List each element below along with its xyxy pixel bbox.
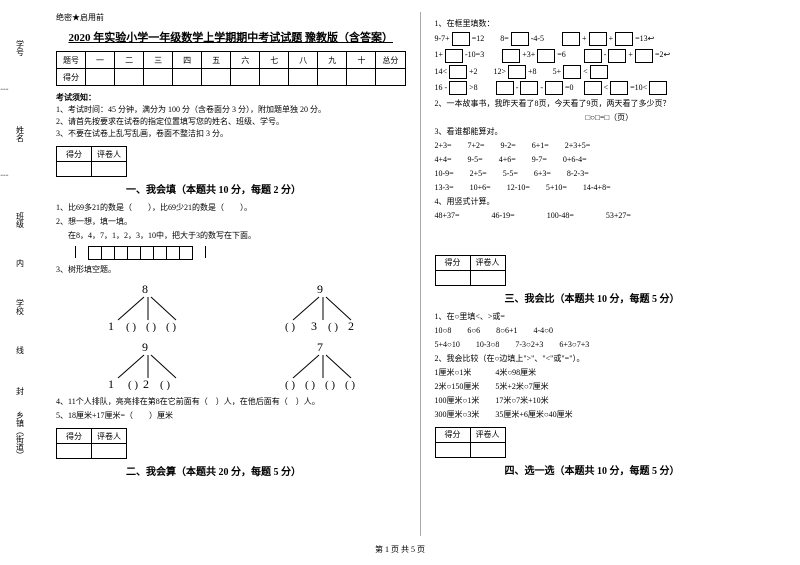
notice-heading: 考试须知：	[56, 92, 406, 104]
page: 学号 ┆ 姓名 ┆ 班级 内 学校 线 封 乡镇（街道） 绝密★启用前 2020…	[0, 0, 800, 540]
svg-text:1: 1	[108, 319, 114, 332]
s2q2a: □○□=□（页）	[435, 112, 785, 124]
s2q3: 3、看谁都能算对。	[435, 126, 785, 138]
q1: 1、比69多21的数是（ ），比69少21的数是（ ）。	[56, 202, 406, 214]
svg-text:( ): ( )	[128, 379, 138, 390]
tree-row: 8 1 ( ) ( ) ( ) 9 ( ) 3 ( ) 2	[56, 278, 406, 336]
eq-line: 16 ->8 --=0 <=10<	[435, 81, 785, 95]
binding-label: 班级	[15, 190, 26, 250]
notice-section: 考试须知： 1、考试时间：45 分钟，满分为 100 分（含卷面分 3 分），附…	[56, 92, 406, 140]
notice-item: 2、请首先按要求在试卷的指定位置填写您的姓名、班级、学号。	[56, 116, 406, 128]
tree-diagram: 9 ( ) 3 ( ) 2	[273, 282, 363, 332]
binding-margin: 学号 ┆ 姓名 ┆ 班级 内 学校 线 封 乡镇（街道）	[0, 0, 40, 540]
svg-text:( ): ( )	[328, 321, 338, 332]
s3q1: 1、在○里填<、>或=	[435, 311, 785, 323]
s2q2: 2、一本故事书，我昨天看了8页，今天看了9页，两天看了多少页？	[435, 98, 785, 110]
eq-line: 1+-10=3 +3+=6 -+=2↩	[435, 48, 785, 62]
cmp-row: 1厘米○1米 4米○98厘米	[435, 367, 785, 379]
calc-row: 2+3= 7+2= 9-2= 6+1= 2+3+5=	[435, 140, 785, 152]
cmp-row: 300厘米○3米 35厘米+6厘米○40厘米	[435, 409, 785, 421]
answer-boxes	[76, 246, 406, 260]
svg-text:( ): ( )	[166, 321, 176, 332]
page-footer: 第 1 页 共 5 页	[0, 540, 800, 559]
exam-title: 2020 年实验小学一年级数学上学期期中考试试题 豫教版（含答案）	[56, 29, 406, 45]
binding-mark: ┆	[0, 173, 8, 180]
tree-diagram: 8 1 ( ) ( ) ( )	[98, 282, 188, 332]
svg-text:8: 8	[142, 282, 148, 296]
binding-mark: ┆	[0, 87, 8, 94]
binding-label: 姓名	[15, 104, 26, 164]
s3q2: 2、我会比较（在○边填上">"、"<"或"="）。	[435, 353, 785, 365]
svg-text:( ): ( )	[345, 379, 355, 390]
tree-row: 9 1 ( ) 2 ( ) 7 ( ) ( ) ( ) ( )	[56, 336, 406, 394]
score-table: 题号一二三四五六七八九十总分 得分	[56, 51, 406, 86]
eq-line: 14<+2 12>+8 5+<	[435, 65, 785, 79]
section3-body: 1、在○里填<、>或= 10○8 6○6 8○6+1 4-4○0 5+4○10 …	[435, 311, 785, 421]
content-area: 绝密★启用前 2020 年实验小学一年级数学上学期期中考试试题 豫教版（含答案）…	[40, 0, 800, 540]
section3-title: 三、我会比（本题共 10 分，每题 5 分）	[505, 290, 785, 305]
notice-item: 3、不要在试卷上乱写乱画，卷面不整洁扣 3 分。	[56, 128, 406, 140]
s2q4: 4、用竖式计算。	[435, 196, 785, 208]
binding-label: 学校	[15, 277, 26, 337]
grader-table: 得分评卷人	[56, 428, 127, 459]
svg-text:2: 2	[348, 319, 354, 332]
table-row: 得分	[57, 69, 406, 86]
svg-text:( ): ( )	[285, 321, 295, 332]
svg-text:( ): ( )	[325, 379, 335, 390]
secret-label: 绝密★启用前	[56, 12, 406, 23]
cmp-row: 10○8 6○6 8○6+1 4-4○0	[435, 325, 785, 337]
svg-text:( ): ( )	[146, 321, 156, 332]
calc-row: 4+4= 9-5= 4+6= 9-7= 0+6-4=	[435, 154, 785, 166]
grader-table: 得分评卷人	[435, 255, 506, 286]
s2q1: 1、在框里填数：	[435, 18, 785, 30]
tree-diagram: 7 ( ) ( ) ( ) ( )	[273, 340, 363, 390]
grader-table: 得分评卷人	[56, 146, 127, 177]
binding-inner: 内	[0, 258, 40, 269]
svg-text:( ): ( )	[160, 379, 170, 390]
eq-line: 9-7+=12 8=-4-5 ++=13↩	[435, 32, 785, 46]
svg-text:( ): ( )	[285, 379, 295, 390]
svg-text:( ): ( )	[305, 379, 315, 390]
svg-text:9: 9	[317, 282, 323, 296]
binding-seal: 封	[0, 386, 40, 397]
svg-text:( ): ( )	[126, 321, 136, 332]
q4: 4、11个人排队，亮亮排在第8在它前面有（ ）人，在他后面有（ ）人。	[56, 396, 406, 408]
left-column: 绝密★启用前 2020 年实验小学一年级数学上学期期中考试试题 豫教版（含答案）…	[48, 12, 414, 536]
calc-row: 13-3= 10+6= 12-10= 5+10= 14-4+8=	[435, 182, 785, 194]
q2: 2、想一想，填一填。	[56, 216, 406, 228]
table-row: 题号一二三四五六七八九十总分	[57, 52, 406, 69]
calc-row: 48+37= 46-19= 100-48= 53+27=	[435, 210, 785, 222]
q2a: 在8，4，7，1，2，3，10中，把大于3的数写在下面。	[68, 230, 406, 242]
svg-text:3: 3	[311, 319, 317, 332]
q5: 5、18厘米+17厘米=（ ）厘米	[56, 410, 406, 422]
section1-body: 1、比69多21的数是（ ），比69少21的数是（ ）。 2、想一想，填一填。 …	[56, 202, 406, 422]
grader-table: 得分评卷人	[435, 427, 506, 458]
section1-title: 一、我会填（本题共 10 分，每题 2 分）	[126, 181, 406, 196]
section4-title: 四、选一选（本题共 10 分，每题 5 分）	[505, 462, 785, 477]
binding-label: 乡镇（街道）	[15, 405, 26, 465]
svg-text:2: 2	[143, 377, 149, 390]
notice-item: 1、考试时间：45 分钟，满分为 100 分（含卷面分 3 分），附加题单独 2…	[56, 104, 406, 116]
section2-title: 二、我会算（本题共 20 分，每题 5 分）	[126, 463, 406, 478]
cmp-row: 2米○150厘米 5米+2米○7厘米	[435, 381, 785, 393]
calc-row: 10-9= 2+5= 5-5= 6+3= 8-2-3=	[435, 168, 785, 180]
cmp-row: 100厘米○1米 17米○7米+10米	[435, 395, 785, 407]
binding-label: 学号	[15, 18, 26, 78]
q3: 3、树形填空题。	[56, 264, 406, 276]
svg-text:9: 9	[142, 340, 148, 354]
svg-text:7: 7	[317, 340, 323, 354]
svg-text:1: 1	[108, 377, 114, 390]
cmp-row: 5+4○10 10-3○8 7-3○2+3 6+3○7+3	[435, 339, 785, 351]
right-column: 1、在框里填数： 9-7+=12 8=-4-5 ++=13↩ 1+-10=3 +…	[427, 12, 793, 536]
section2-body: 1、在框里填数： 9-7+=12 8=-4-5 ++=13↩ 1+-10=3 +…	[435, 18, 785, 222]
binding-line: 线	[0, 345, 40, 356]
tree-diagram: 9 1 ( ) 2 ( )	[98, 340, 188, 390]
column-divider	[420, 12, 421, 536]
